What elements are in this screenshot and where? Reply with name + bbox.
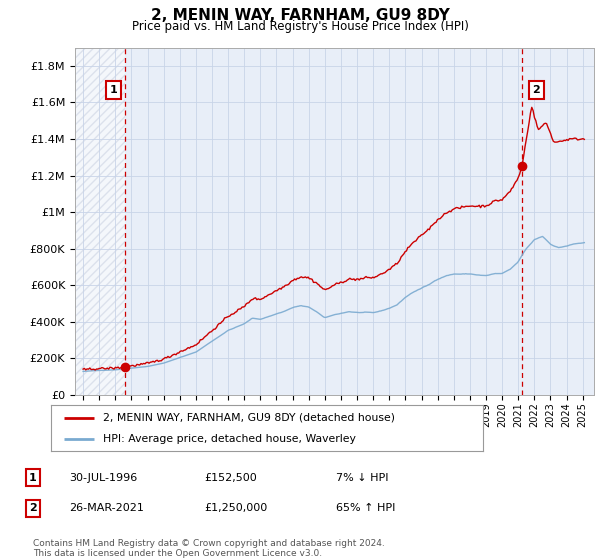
Text: 30-JUL-1996: 30-JUL-1996 <box>69 473 137 483</box>
Text: 2, MENIN WAY, FARNHAM, GU9 8DY: 2, MENIN WAY, FARNHAM, GU9 8DY <box>151 8 449 24</box>
Text: Price paid vs. HM Land Registry's House Price Index (HPI): Price paid vs. HM Land Registry's House … <box>131 20 469 32</box>
Bar <box>75 48 125 395</box>
Text: £1,250,000: £1,250,000 <box>204 503 267 514</box>
Text: Contains HM Land Registry data © Crown copyright and database right 2024.
This d: Contains HM Land Registry data © Crown c… <box>33 539 385 558</box>
Text: 1: 1 <box>109 85 117 95</box>
Text: HPI: Average price, detached house, Waverley: HPI: Average price, detached house, Wave… <box>103 434 356 444</box>
Text: 2: 2 <box>29 503 37 514</box>
Text: 1: 1 <box>29 473 37 483</box>
Text: 7% ↓ HPI: 7% ↓ HPI <box>336 473 389 483</box>
Text: £152,500: £152,500 <box>204 473 257 483</box>
Text: 2: 2 <box>533 85 541 95</box>
Text: 65% ↑ HPI: 65% ↑ HPI <box>336 503 395 514</box>
Text: 2, MENIN WAY, FARNHAM, GU9 8DY (detached house): 2, MENIN WAY, FARNHAM, GU9 8DY (detached… <box>103 413 395 423</box>
Text: 26-MAR-2021: 26-MAR-2021 <box>69 503 144 514</box>
Bar <box>75 48 125 395</box>
